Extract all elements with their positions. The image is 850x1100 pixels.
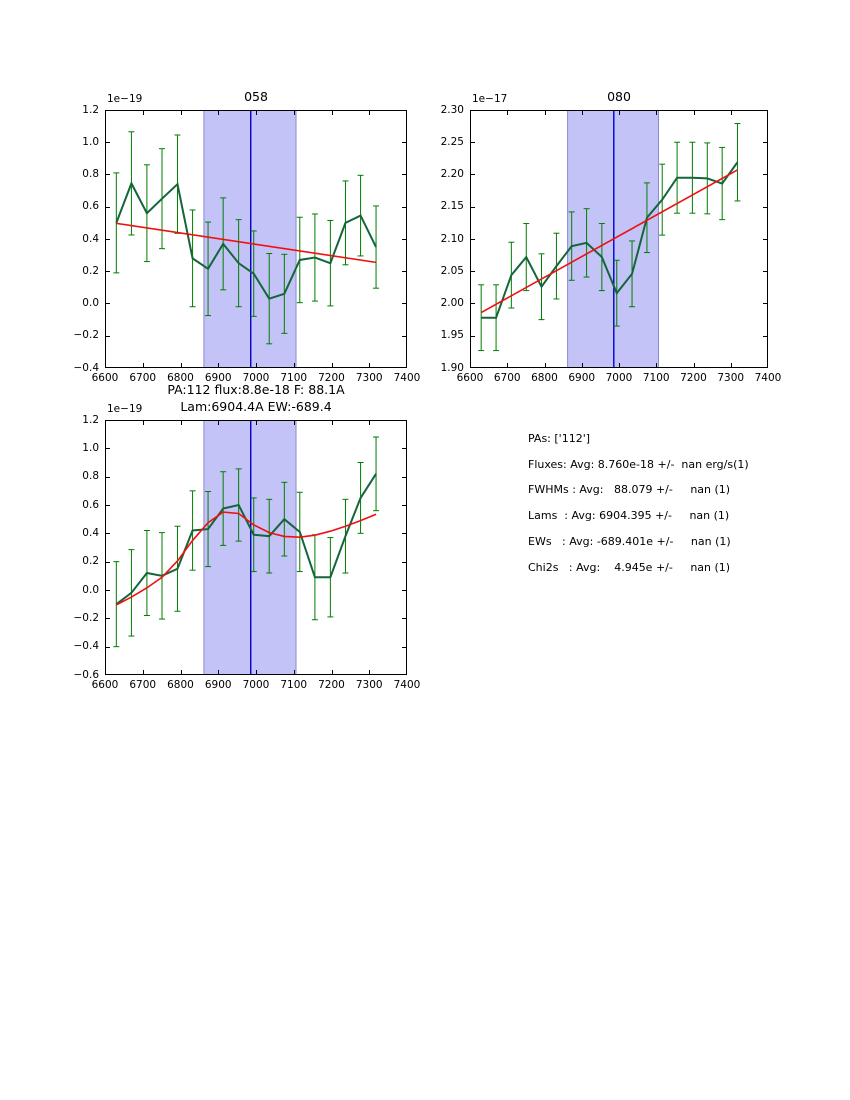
- chart-title: 080: [607, 89, 631, 104]
- y-tick-label: 0.2: [82, 264, 99, 277]
- x-tick-label: 7200: [318, 679, 345, 691]
- y-tick-label: 2.30: [440, 103, 464, 116]
- x-tick-label: 6900: [568, 372, 596, 384]
- x-tick-label: 7300: [355, 372, 383, 384]
- x-tick-label: 7300: [717, 372, 745, 384]
- plot-canvas-080: [470, 110, 768, 368]
- x-tick-label: 7100: [280, 372, 308, 384]
- stats-line: EWs : Avg: -689.401e +/- nan (1): [528, 534, 731, 548]
- tick-marks: [105, 420, 407, 675]
- y-tick-label: −0.2: [73, 611, 100, 624]
- y-tick-label: −0.4: [73, 361, 100, 374]
- x-tick-label: 6800: [167, 372, 194, 384]
- fit-line: [480, 169, 738, 314]
- y-tick-label: 0.0: [82, 583, 99, 596]
- y-tick-label: 2.15: [440, 200, 464, 213]
- x-tick-label: 6700: [129, 372, 157, 384]
- y-tick-label: 0.8: [82, 470, 99, 483]
- x-tick-label: 7400: [393, 372, 421, 384]
- y-tick-label: 2.25: [440, 135, 464, 148]
- y-tick-label: 0.4: [82, 526, 99, 539]
- tick-marks: [105, 110, 407, 368]
- chart-title: 058: [244, 89, 268, 104]
- error-bars: [478, 123, 741, 352]
- x-tick-label: 7400: [393, 679, 421, 691]
- fit-line: [115, 511, 377, 606]
- x-tick-label: 7400: [754, 372, 782, 384]
- y-tick-label: −0.4: [73, 640, 100, 653]
- chart-title: Lam:6904.4A EW:-689.4: [180, 399, 332, 414]
- y-tick-label: 2.20: [440, 168, 464, 180]
- chart-title: PA:112 flux:8.8e-18 F: 88.1A: [167, 382, 345, 397]
- plot-canvas-fit-panel: [105, 420, 407, 675]
- x-tick-label: 6600: [91, 372, 119, 384]
- x-tick-label: 7200: [318, 372, 345, 384]
- y-tick-label: 0.2: [82, 555, 99, 568]
- x-tick-label: 6700: [493, 372, 521, 384]
- y-tick-label: 1.2: [82, 103, 99, 116]
- x-tick-label: 7000: [242, 372, 270, 384]
- y-tick-label: 0.6: [82, 498, 99, 511]
- x-tick-label: 6600: [456, 372, 484, 384]
- y-tick-label: −0.2: [73, 329, 100, 342]
- x-tick-label: 7200: [680, 372, 707, 384]
- y-tick-label: 1.2: [82, 413, 99, 426]
- x-tick-label: 7300: [355, 679, 383, 691]
- stats-line: Chi2s : Avg: 4.945e +/- nan (1): [528, 560, 731, 574]
- y-tick-label: −0.6: [73, 668, 100, 681]
- x-tick-label: 6900: [204, 372, 232, 384]
- x-tick-label: 7000: [242, 679, 270, 691]
- stats-line: Fluxes: Avg: 8.760e-18 +/- nan erg/s(1): [528, 457, 749, 471]
- y-tick-label: 1.0: [82, 135, 99, 148]
- y-tick-label: 2.10: [440, 232, 464, 245]
- tick-marks: [470, 110, 768, 368]
- x-tick-label: 6700: [129, 679, 157, 691]
- y-tick-label: 0.8: [82, 168, 99, 180]
- fit-line: [116, 222, 377, 264]
- data-series: [481, 161, 739, 319]
- x-tick-label: 6600: [91, 679, 119, 691]
- x-tick-label: 6800: [167, 679, 194, 691]
- stats-line: FWHMs : Avg: 88.079 +/- nan (1): [528, 483, 731, 497]
- axis-offset-label: 1e−19: [107, 93, 143, 105]
- y-tick-label: 1.90: [440, 361, 464, 374]
- stats-line: Lams : Avg: 6904.395 +/- nan (1): [528, 509, 730, 523]
- x-tick-label: 7000: [605, 372, 633, 384]
- axis-offset-label: 1e−17: [472, 93, 508, 105]
- axis-offset-label: 1e−19: [107, 403, 143, 415]
- y-tick-label: 0.6: [82, 200, 99, 213]
- y-tick-label: 0.0: [82, 297, 99, 309]
- x-tick-label: 7100: [642, 372, 670, 384]
- plot-canvas-058: [105, 110, 407, 368]
- x-tick-label: 7100: [280, 679, 308, 691]
- y-tick-label: 2.00: [440, 297, 464, 309]
- x-tick-label: 6900: [204, 679, 232, 691]
- y-tick-label: 0.4: [82, 232, 99, 245]
- y-tick-label: 1.0: [82, 441, 99, 454]
- highlight-band: [203, 420, 297, 675]
- y-tick-label: 1.95: [440, 329, 464, 342]
- x-tick-label: 6800: [531, 372, 558, 384]
- stats-line: PAs: ['112']: [528, 432, 591, 445]
- y-tick-label: 2.05: [440, 264, 464, 277]
